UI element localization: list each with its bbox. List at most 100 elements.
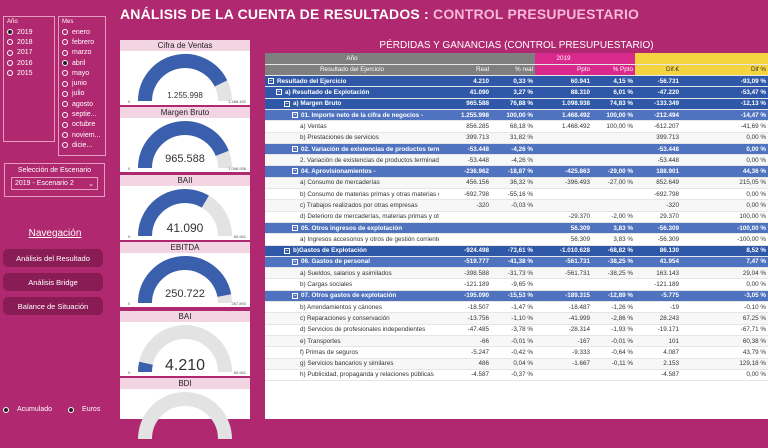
- table-row[interactable]: − a) Margen Bruto 965.588 76,88 % 1.098.938 7…: [265, 98, 768, 110]
- row-label-cell: f) Primas de seguros: [265, 346, 439, 359]
- ppto-cell: [535, 143, 592, 156]
- table-row[interactable]: b) Prestaciones de servicios 399.713 31,82…: [265, 132, 768, 144]
- scenario-dropdown[interactable]: 2019 - Escenario 2 ⌄: [11, 177, 98, 190]
- table-row[interactable]: g) Servicios bancarios y similares 486 0,0…: [265, 358, 768, 370]
- table-row[interactable]: a) Ventas 856.285 68,18 % 1.468.492 100,00 %…: [265, 120, 768, 133]
- gauge-max: 60.941: [233, 370, 246, 375]
- collapse-icon[interactable]: −: [292, 111, 298, 118]
- ppto-cell: -396.493: [535, 177, 592, 190]
- diff-pct-cell: -100,00 %: [681, 222, 768, 235]
- kpi-value: 250.722: [165, 288, 205, 300]
- table-row[interactable]: h) Publicidad, propaganda y relaciones p…: [265, 369, 768, 382]
- table-row[interactable]: Año 2019: [265, 53, 768, 65]
- month-option[interactable]: enero: [59, 27, 105, 37]
- collapse-icon[interactable]: −: [284, 247, 290, 254]
- table-row[interactable]: d) Servicios de profesionales independie…: [265, 324, 768, 336]
- month-option[interactable]: dicie...: [59, 140, 105, 150]
- table-row[interactable]: −05. Otros ingresos de explotación 56.309…: [265, 222, 768, 235]
- month-option[interactable]: octubre: [59, 120, 105, 130]
- real-cell: [439, 211, 491, 223]
- ppto-cell: [535, 188, 592, 201]
- pct-real-cell: -73,61 %: [491, 245, 535, 257]
- diff-pct-cell: 8,52 %: [681, 245, 768, 257]
- table-row[interactable]: b) Consumo de materias primas y otras ma…: [265, 188, 768, 201]
- year-option[interactable]: 2017: [4, 48, 54, 58]
- nav-analisis-bridge-button[interactable]: Análisis Bridge: [3, 273, 103, 291]
- month-option[interactable]: mayo: [59, 68, 105, 78]
- radio-icon: [62, 80, 68, 87]
- gauge-fill: [138, 189, 209, 237]
- ppto-cell: 56.309: [535, 233, 592, 246]
- euros-radio[interactable]: [68, 406, 75, 413]
- table-row[interactable]: −04. Aprovisionamientos - -236.962 -18,87 …: [265, 165, 768, 178]
- gauge-track: [138, 392, 232, 440]
- year-option[interactable]: 2018: [4, 37, 54, 47]
- table-row[interactable]: −06. Gastos de personal -519.777 -41,38 % -…: [265, 256, 768, 269]
- year-option[interactable]: 2015: [4, 68, 54, 78]
- month-option[interactable]: septie...: [59, 109, 105, 119]
- collapse-icon[interactable]: −: [292, 258, 298, 265]
- row-label-cell: 2. Variación de existencias de productos…: [265, 154, 439, 167]
- table-row[interactable]: b) Cargas sociales -121.189 -9,65 % -121.18…: [265, 278, 768, 291]
- diff-pct-cell: 215,05 %: [681, 177, 768, 190]
- collapse-icon[interactable]: −: [292, 292, 298, 299]
- table-row[interactable]: d) Deterioro de mercaderías, materias pr…: [265, 211, 768, 223]
- pct-ppto-cell: 100,00 %: [592, 120, 635, 133]
- real-cell: 856.285: [439, 120, 491, 133]
- table-row[interactable]: a) Consumo de mercaderías 456.156 36,32 % -…: [265, 177, 768, 190]
- kpi-value: 41.090: [166, 221, 204, 235]
- real-cell: [439, 233, 491, 246]
- radio-icon: [7, 29, 13, 36]
- month-option[interactable]: junio: [59, 78, 105, 88]
- pct-ppto-cell: [592, 143, 635, 156]
- table-row[interactable]: f) Primas de seguros -5.247 -0,42 % -9.333-…: [265, 346, 768, 359]
- table-row[interactable]: −07. Otros gastos de explotación -195.090…: [265, 290, 768, 303]
- table-row[interactable]: −01. Importe neto de la cifra de negocio…: [265, 109, 768, 122]
- table-row[interactable]: − a) Resultado de Explotación 41.090 3,27 %…: [265, 86, 768, 99]
- collapse-icon[interactable]: −: [292, 168, 298, 175]
- ppto-cell: 2019: [535, 53, 592, 65]
- diff-pct-cell: 43,79 %: [681, 346, 768, 359]
- year-option[interactable]: 2016: [4, 58, 54, 68]
- table-row[interactable]: a) Ingresos accesorios y otros de gestió…: [265, 233, 768, 246]
- month-option[interactable]: abril: [59, 58, 105, 68]
- table-row[interactable]: b) Arrendamientos y cánones -18.507 -1,47 …: [265, 301, 768, 314]
- year-option[interactable]: 2019: [4, 27, 54, 37]
- month-option[interactable]: febrero: [59, 37, 105, 47]
- pct-real-cell: 76,88 %: [491, 98, 535, 110]
- collapse-icon[interactable]: −: [284, 100, 290, 107]
- table-row[interactable]: c) Reparaciones y conservación -13.756 -1,…: [265, 312, 768, 325]
- month-option[interactable]: marzo: [59, 48, 105, 58]
- pct-ppto-cell: -38,25 %: [592, 256, 635, 269]
- month-option[interactable]: agosto: [59, 99, 105, 109]
- collapse-icon[interactable]: −: [276, 89, 282, 96]
- row-label-cell: g) Servicios bancarios y similares: [265, 358, 439, 370]
- pct-ppto-cell: -12,89 %: [592, 290, 635, 303]
- table-row[interactable]: − b)Gastos de Explotación -924.498 -73,61 %…: [265, 245, 768, 257]
- row-label-cell: b) Arrendamientos y cánones: [265, 301, 439, 314]
- table-row[interactable]: 2. Variación de existencias de productos…: [265, 154, 768, 167]
- table-row[interactable]: e) Transportes -66 -0,01 % -167 -0,01 % 101 60…: [265, 335, 768, 348]
- kpi-value: 1.255.998: [167, 91, 203, 100]
- collapse-icon[interactable]: −: [292, 145, 298, 152]
- pct-real-cell: -0,37 %: [491, 369, 535, 382]
- table-row[interactable]: −02. Variación de existencias de product…: [265, 143, 768, 156]
- month-option[interactable]: julio: [59, 89, 105, 99]
- nav-analisis-resultado-button[interactable]: Análisis del Resultado: [3, 249, 103, 267]
- table-row[interactable]: Resultado del Ejercicio Real% real Ppto% P…: [265, 64, 768, 77]
- kpi-gauge: 4.210 0 60.941: [120, 322, 250, 376]
- month-option[interactable]: noviem...: [59, 130, 105, 140]
- collapse-icon[interactable]: −: [268, 78, 274, 85]
- table-row[interactable]: c) Trabajos realizados por otras empresa…: [265, 199, 768, 212]
- table-row[interactable]: − Resultado del Ejercicio 4.210 0,33 % 60.94…: [265, 75, 768, 88]
- ppto-cell: -29.370: [535, 211, 592, 223]
- table-row[interactable]: a) Sueldos, salarios y asimilados -398.58…: [265, 267, 768, 280]
- collapse-icon[interactable]: −: [292, 224, 298, 231]
- diff-pct-cell: -93,09 %: [681, 75, 768, 88]
- row-label: c) Trabajos realizados por otras empresa…: [300, 202, 418, 209]
- pct-ppto-cell: -68,82 %: [592, 245, 635, 257]
- accumulated-radio[interactable]: [3, 406, 9, 413]
- nav-balance-situacion-button[interactable]: Balance de Situación: [3, 297, 103, 315]
- diff-eur-cell: Dif.€: [635, 64, 681, 77]
- pct-real-cell: -9,65 %: [491, 278, 535, 291]
